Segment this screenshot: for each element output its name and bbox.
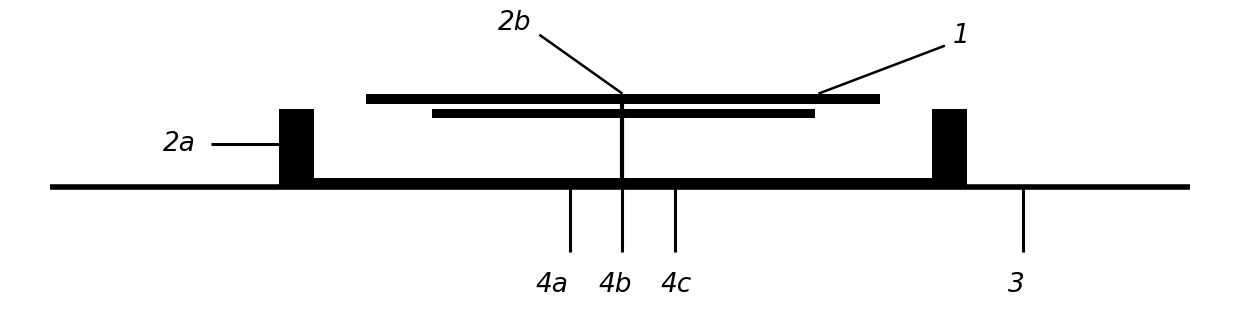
Text: 2b: 2b — [497, 10, 532, 36]
Bar — [314, 118, 932, 178]
Bar — [279, 109, 967, 187]
Text: 4b: 4b — [598, 272, 632, 298]
Text: 3: 3 — [1008, 272, 1025, 298]
Text: 4a: 4a — [536, 272, 568, 298]
Bar — [366, 94, 880, 104]
Bar — [815, 109, 932, 147]
Text: 4c: 4c — [660, 272, 692, 298]
Bar — [314, 109, 432, 147]
Text: 1: 1 — [952, 24, 970, 49]
Text: 2a: 2a — [164, 131, 196, 157]
